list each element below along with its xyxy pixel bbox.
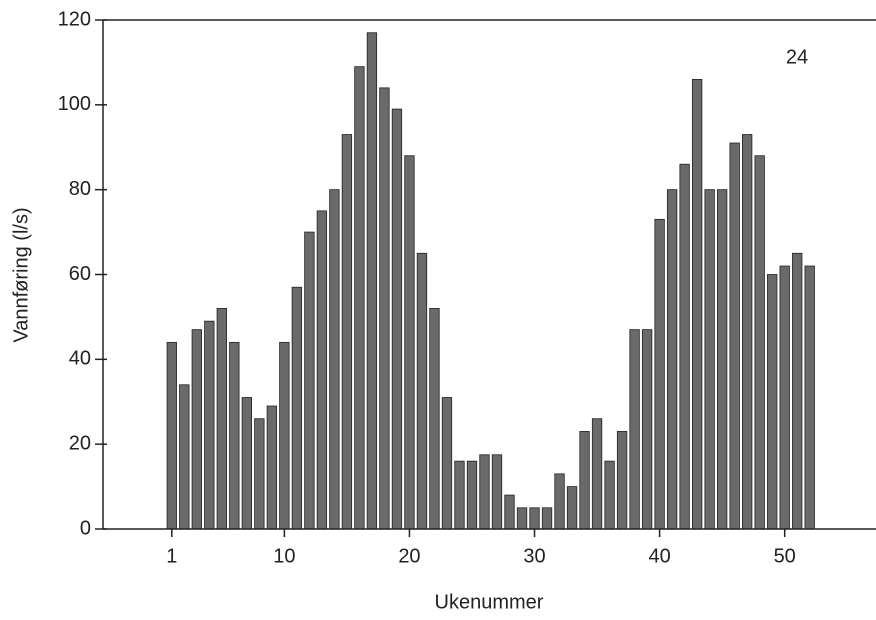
bar (279, 341, 290, 530)
bar (166, 341, 177, 530)
annotation: 24 (786, 46, 808, 68)
bar (491, 454, 503, 530)
bar (754, 155, 765, 530)
bar (304, 231, 315, 530)
bar (366, 32, 378, 530)
bar (241, 397, 252, 530)
y-tick-label: 60 (69, 263, 91, 285)
bar (604, 460, 615, 530)
bar (416, 252, 428, 530)
bar (691, 78, 703, 530)
bar (379, 87, 390, 530)
bar (404, 155, 415, 530)
bar (742, 134, 753, 530)
y-axis-label: Vannføring (l/s) (10, 207, 32, 342)
bar (216, 308, 227, 530)
x-axis-label: Ukenummer (435, 591, 544, 613)
x-tick-label: 10 (273, 545, 295, 567)
bar (329, 189, 340, 530)
bar (466, 460, 478, 530)
bar (391, 108, 403, 530)
bar (566, 486, 578, 530)
bar (779, 265, 790, 530)
y-tick-label: 120 (58, 8, 91, 30)
bar (767, 274, 778, 530)
bar (191, 329, 202, 530)
x-tick-label: 20 (398, 545, 420, 567)
bar (479, 454, 490, 530)
bar (591, 418, 603, 530)
bar (729, 142, 740, 530)
bar (529, 507, 540, 530)
bar (429, 308, 440, 530)
x-tick-label: 30 (523, 545, 545, 567)
bar (792, 252, 803, 530)
bar (679, 163, 690, 530)
y-tick-label: 100 (58, 93, 91, 115)
bar (316, 210, 328, 530)
bar (516, 507, 528, 530)
bar (541, 507, 553, 530)
bar (616, 431, 628, 530)
bar (204, 320, 215, 530)
bar (504, 494, 515, 530)
bar (441, 397, 453, 530)
x-tick-label: 1 (166, 545, 177, 567)
bar (341, 134, 353, 530)
bar (454, 460, 465, 530)
bar (254, 418, 265, 530)
bar (554, 473, 565, 530)
bar (716, 189, 728, 530)
y-tick-label: 40 (69, 348, 91, 370)
bar (354, 66, 365, 530)
bar (666, 189, 678, 530)
bar (179, 384, 190, 530)
bar (579, 431, 590, 530)
bar (704, 189, 715, 530)
y-tick-label: 0 (80, 517, 91, 539)
x-tick-label: 50 (774, 545, 796, 567)
bar (804, 265, 815, 530)
x-tick-label: 40 (648, 545, 670, 567)
y-tick-label: 80 (69, 178, 91, 200)
bar (654, 218, 665, 530)
bar (629, 329, 640, 530)
bar (291, 286, 303, 530)
bar (266, 405, 278, 530)
bar (641, 329, 653, 530)
bar (229, 341, 240, 530)
y-tick-label: 20 (69, 432, 91, 454)
